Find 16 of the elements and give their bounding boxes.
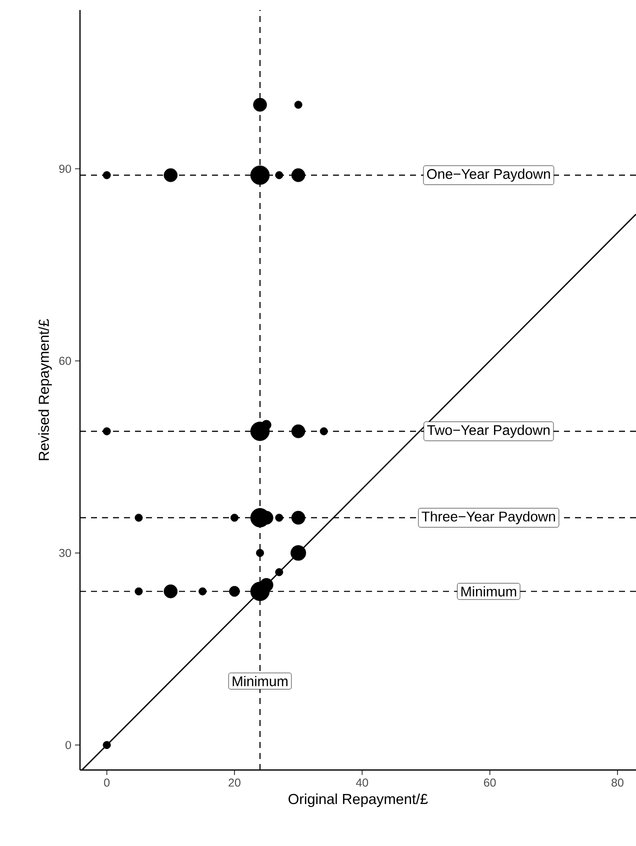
x-tick-label: 80 (612, 778, 624, 787)
x-tick-label: 0 (104, 778, 110, 787)
y-tick-label: 0 (66, 740, 72, 750)
y-axis-title: Revised Repayment/£ (38, 318, 52, 460)
x-tick-label: 40 (356, 778, 368, 787)
ref-line-label: One−Year Paydown (427, 168, 550, 182)
y-tick-label: 90 (59, 164, 72, 173)
ref-line-label: Two−Year Paydown (427, 424, 550, 438)
y-tick-label: 30 (59, 548, 72, 558)
ref-line-label: Minimum (232, 676, 288, 686)
y-tick-label: 60 (59, 356, 72, 365)
ref-line-label: Minimum (461, 586, 516, 597)
x-axis-title: Original Repayment/£ (288, 794, 428, 808)
x-tick-label: 60 (484, 778, 496, 787)
x-tick-label: 20 (228, 778, 240, 787)
ref-line-label: Three−Year Paydown (422, 511, 555, 524)
